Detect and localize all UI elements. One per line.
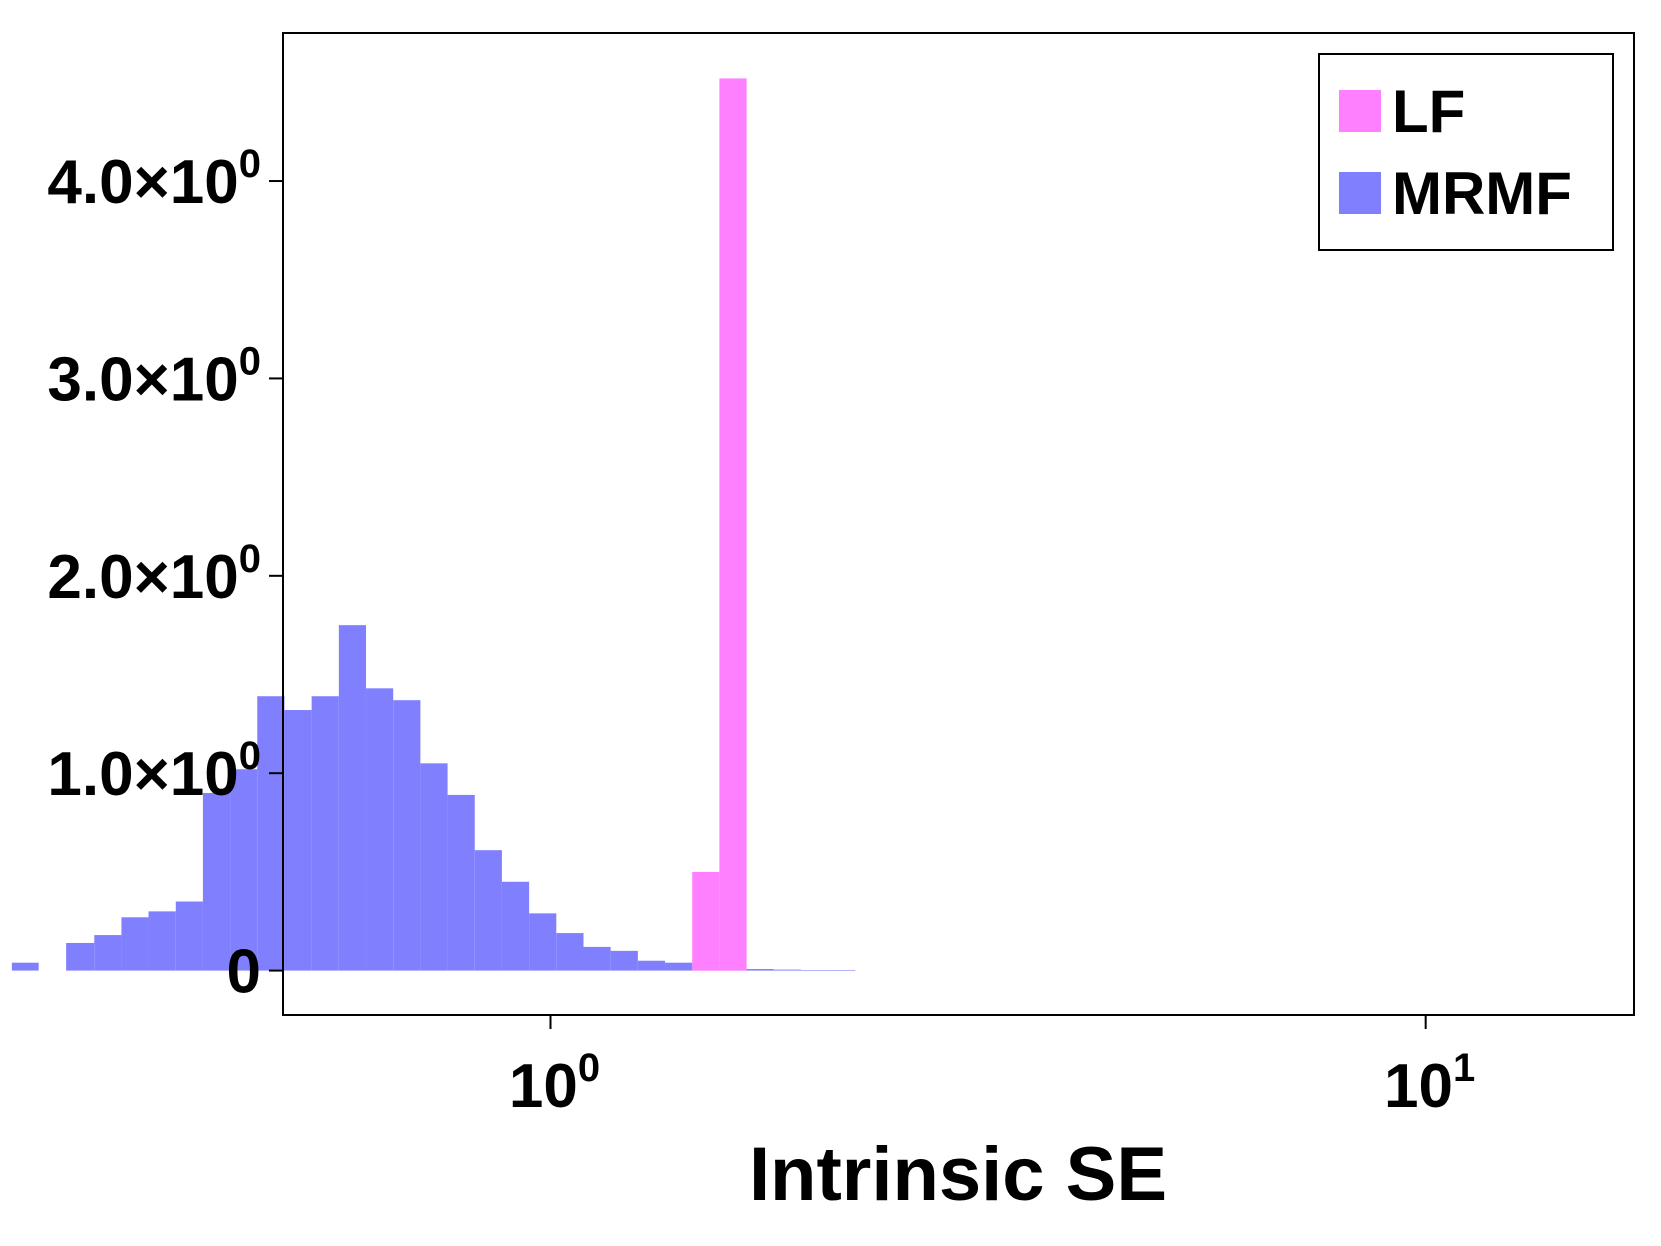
- lf-series: [692, 78, 747, 971]
- plot-frame: [282, 32, 1635, 1016]
- x-tick-label-0: 100: [509, 1046, 600, 1121]
- mrmf-bar-1: [66, 942, 95, 971]
- mrmf-bar-12: [366, 688, 394, 971]
- mrmf-bar-2: [94, 935, 122, 971]
- mrmf-bar-21: [610, 950, 638, 971]
- legend-box: [1318, 53, 1614, 251]
- x-axis-title: Intrinsic SE: [749, 1132, 1167, 1217]
- mrmf-bar-26: [746, 969, 774, 971]
- mrmf-bar-3: [121, 917, 149, 971]
- mrmf-bar-15: [447, 794, 475, 971]
- legend-swatch-mrmf: [1339, 172, 1381, 214]
- mrmf-bar-6: [202, 792, 231, 971]
- mrmf-bar-5: [175, 901, 203, 971]
- mrmf-series: [11, 625, 856, 971]
- legend-label-lf: LF: [1392, 78, 1465, 145]
- mrmf-bar-20: [583, 946, 611, 971]
- y-tick-label-4: 4.0×100: [47, 142, 261, 217]
- mrmf-bar-11: [338, 625, 367, 971]
- mrmf-bar-8: [257, 696, 285, 971]
- y-axis: 0 1.0×100 2.0×100 3.0×100 4.0×100: [47, 142, 283, 1007]
- lf-bar-1: [719, 78, 747, 971]
- legend-label-mrmf: MRMF: [1392, 160, 1572, 227]
- mrmf-bar-4: [148, 911, 176, 971]
- mrmf-bar-10: [311, 696, 339, 971]
- mrmf-bar-9: [284, 710, 312, 971]
- mrmf-bar-22: [637, 960, 666, 971]
- legend: LF MRMF: [1318, 53, 1614, 251]
- mrmf-bar-27: [773, 969, 801, 971]
- mrmf-bar-18: [529, 913, 557, 971]
- x-tick-label-1: 101: [1384, 1046, 1475, 1121]
- y-tick-label-2: 2.0×100: [47, 537, 261, 612]
- mrmf-bar-17: [501, 881, 530, 971]
- mrmf-bar-0: [11, 962, 39, 971]
- lf-bar-0: [692, 871, 720, 971]
- mrmf-bar-14: [420, 763, 448, 971]
- mrmf-bar-13: [393, 700, 421, 971]
- mrmf-bar-28: [800, 970, 829, 971]
- y-tick-label-1: 1.0×100: [47, 734, 261, 809]
- mrmf-bar-29: [828, 970, 856, 971]
- mrmf-bar-16: [474, 850, 502, 971]
- y-tick-label-0: 0: [227, 938, 261, 1007]
- mrmf-bar-19: [556, 933, 584, 971]
- x-axis: 100 101: [509, 1015, 1475, 1121]
- mrmf-bar-23: [665, 962, 693, 971]
- mrmf-bar-7: [230, 769, 258, 971]
- y-tick-label-3: 3.0×100: [47, 339, 261, 414]
- legend-swatch-lf: [1339, 90, 1381, 132]
